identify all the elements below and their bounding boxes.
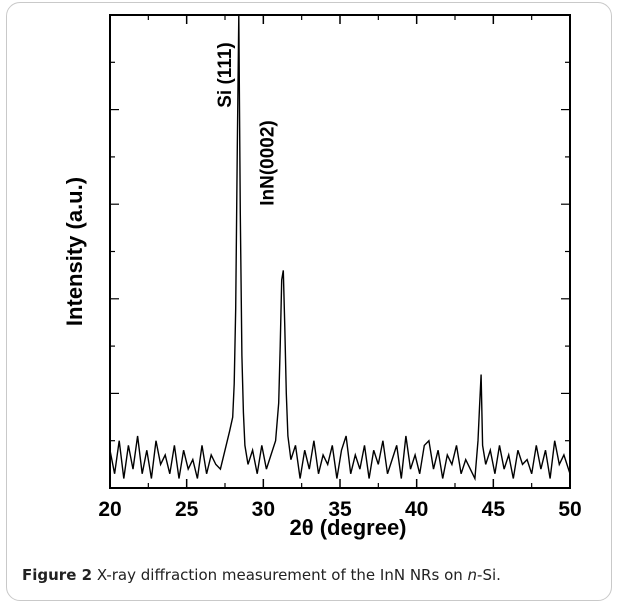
y-axis-label: Intensity (a.u.) bbox=[62, 177, 87, 326]
annotation-inn-0002: InN(0002) bbox=[257, 120, 278, 206]
x-tick-label: 40 bbox=[405, 498, 428, 521]
x-axis-label: 2θ (degree) bbox=[289, 515, 406, 540]
caption-text-after: -Si. bbox=[477, 566, 501, 584]
caption-label: Figure 2 bbox=[22, 566, 93, 584]
annotation-si-111: Si (111) bbox=[215, 42, 236, 108]
plot-frame bbox=[109, 14, 571, 489]
x-tick-label: 50 bbox=[558, 498, 581, 521]
x-tick-label: 35 bbox=[328, 498, 352, 521]
figure-caption: Figure 2 X-ray diffraction measurement o… bbox=[22, 566, 501, 584]
caption-text-before: X-ray diffraction measurement of the InN… bbox=[92, 566, 468, 584]
xrd-pattern-line bbox=[109, 14, 571, 482]
x-tick-label: 25 bbox=[175, 498, 199, 521]
figure-frame bbox=[6, 2, 612, 601]
x-tick-label: 20 bbox=[98, 498, 121, 521]
x-tick-label: 45 bbox=[482, 498, 506, 521]
x-tick-label: 30 bbox=[252, 498, 275, 521]
caption-italic: n bbox=[467, 566, 478, 584]
